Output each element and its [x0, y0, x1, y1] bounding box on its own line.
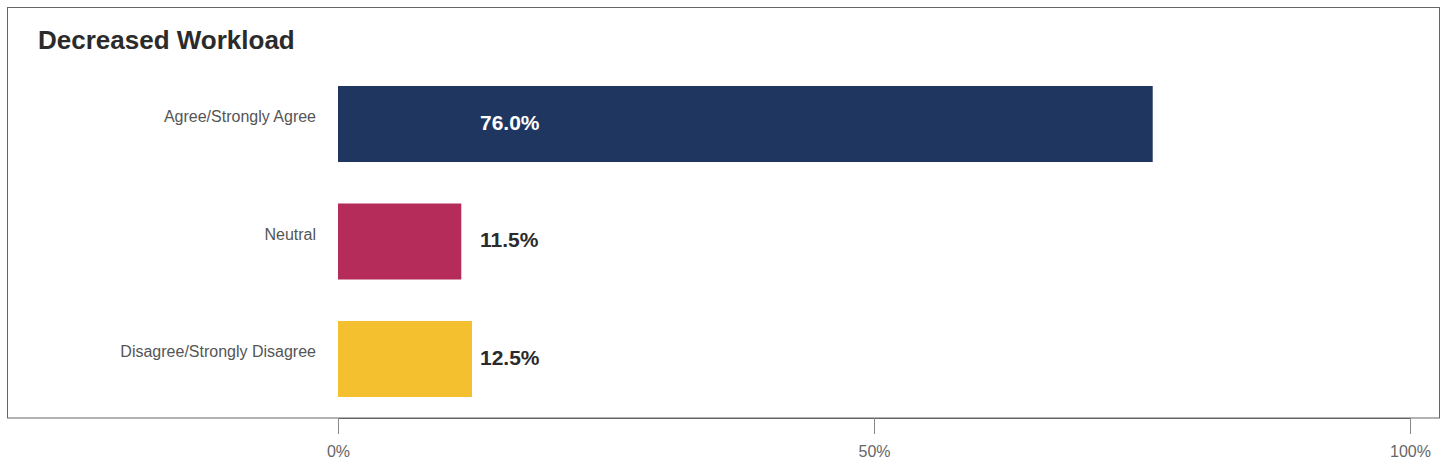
- category-label: Neutral: [264, 226, 316, 243]
- bar: [338, 321, 472, 397]
- tick-mark: [1410, 418, 1411, 434]
- chart-svg: Decreased Workload Agree/Strongly Agree Ne…: [0, 0, 1454, 468]
- tick-label: 0%: [327, 443, 350, 460]
- bar: [338, 203, 461, 279]
- chart-container: Decreased Workload Agree/Strongly Agree Ne…: [0, 0, 1454, 468]
- data-label: 12.5%: [480, 346, 540, 369]
- bars: [338, 86, 1153, 397]
- tick: 100%: [1390, 418, 1431, 460]
- category-label: Agree/Strongly Agree: [164, 108, 316, 125]
- tick-label: 100%: [1390, 443, 1431, 460]
- tick-mark: [874, 418, 875, 434]
- tick-mark: [338, 418, 339, 434]
- data-label: 76.0%: [480, 111, 540, 134]
- category-labels: Agree/Strongly Agree Neutral Disagree/Stro…: [120, 108, 316, 360]
- category-label: Disagree/Strongly Disagree: [120, 343, 316, 360]
- data-label: 11.5%: [480, 228, 539, 251]
- frame: [8, 8, 1440, 419]
- tick: 0%: [327, 418, 350, 460]
- tick: 50%: [858, 418, 890, 460]
- bar: [338, 86, 1153, 162]
- title: Decreased Workload: [38, 25, 295, 55]
- tick-label: 50%: [858, 443, 890, 460]
- x-axis: 0% 50% 100%: [327, 418, 1431, 460]
- data-labels: 76.0% 11.5% 12.5%: [480, 111, 540, 369]
